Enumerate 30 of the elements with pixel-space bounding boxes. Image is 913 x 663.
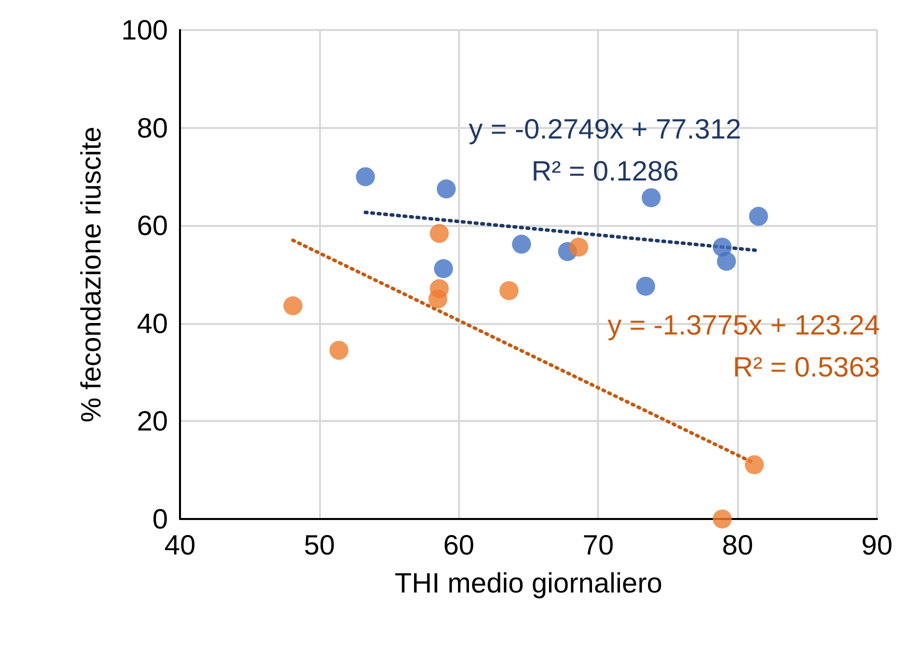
point — [749, 206, 768, 226]
y-tick-label: 40 — [136, 308, 168, 339]
point — [436, 179, 456, 198]
point — [744, 455, 764, 474]
x-tick-label: 90 — [861, 530, 893, 560]
point — [712, 510, 732, 528]
y-axis-title: % fecondazione riuscite — [76, 126, 106, 422]
point — [434, 259, 453, 278]
point — [716, 252, 736, 271]
y-tick-label: 60 — [136, 210, 168, 242]
point — [569, 238, 588, 257]
x-axis-title: THI medio giornaliero — [394, 568, 662, 598]
x-tick-label: 60 — [443, 530, 474, 560]
y-tick-label: 100 — [121, 14, 168, 46]
point — [500, 281, 518, 300]
point — [283, 296, 302, 316]
point — [430, 224, 449, 243]
annotation: y = -1.3775x + 123.24 R² = 0.5363 — [608, 310, 880, 382]
x-tick-label: 70 — [582, 530, 614, 560]
point — [512, 234, 532, 254]
y-tick-label: 80 — [136, 112, 168, 144]
point — [428, 289, 448, 308]
point — [636, 276, 656, 296]
point — [642, 188, 661, 208]
point — [356, 167, 375, 186]
x-tick-label: 50 — [304, 530, 335, 560]
annotation: y = -0.2749x + 77.312 R² = 0.1286 — [468, 114, 742, 186]
y-tick-label: 20 — [136, 406, 168, 437]
x-tick-label: 80 — [722, 530, 754, 560]
point — [329, 340, 348, 360]
